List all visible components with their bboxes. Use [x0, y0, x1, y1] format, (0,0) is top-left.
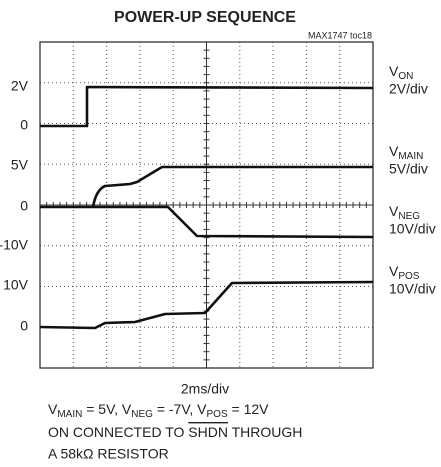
- text-part: THROUGH: [228, 424, 302, 440]
- labels: 2V05V0-10V10V0VON2V/divVMAIN5V/divVNEG10…: [0, 63, 436, 334]
- channel-sub: MAIN: [398, 151, 423, 162]
- note-line-2: A 58kΩ RESISTOR: [48, 446, 169, 462]
- trace-vneg: [40, 205, 374, 239]
- channel-scale: 10V/div: [389, 281, 436, 297]
- level-label: 0: [20, 318, 28, 334]
- channel-letter: V: [389, 203, 399, 219]
- text-part: V: [48, 401, 58, 417]
- grid: [40, 42, 373, 368]
- title: POWER-UP SEQUENCE: [114, 9, 296, 26]
- trace-vmain: [91, 165, 373, 208]
- time-scale: 2ms/div: [181, 381, 229, 397]
- channel-letter: V: [389, 143, 399, 159]
- level-label: 0: [20, 117, 28, 133]
- subscript: NEG: [131, 409, 153, 420]
- channel-letter: V: [389, 263, 399, 279]
- text-part: = 5V, V: [82, 401, 132, 417]
- channel-name: VMAIN: [389, 143, 423, 162]
- subscript: POS: [207, 409, 228, 420]
- note-line-1: ON CONNECTED TO SHDN THROUGH: [48, 424, 302, 440]
- level-label: 2V: [11, 78, 29, 94]
- trace-von: [40, 85, 374, 128]
- overlined: SHDN: [188, 424, 228, 440]
- subscript: MAIN: [57, 409, 82, 420]
- channel-sub: NEG: [398, 211, 420, 222]
- text-part: = -7V, V: [153, 401, 207, 417]
- trace-vpos: [39, 280, 374, 330]
- channel-name: VNEG: [389, 203, 420, 222]
- conditions: VMAIN = 5V, VNEG = -7V, VPOS = 12V: [48, 401, 269, 420]
- level-label: 10V: [3, 277, 29, 293]
- text-part: = 12V: [228, 401, 270, 417]
- level-label: 0: [20, 198, 28, 214]
- screen-border: [39, 41, 374, 369]
- text-part: ON CONNECTED TO: [48, 424, 188, 440]
- traces: [39, 85, 374, 330]
- channel-sub: POS: [398, 271, 419, 282]
- channel-letter: V: [389, 63, 399, 79]
- channel-sub: ON: [398, 71, 413, 82]
- channel-scale: 2V/div: [389, 81, 428, 97]
- figure-id: MAX1747 toc18: [308, 30, 372, 40]
- channel-name: VON: [389, 63, 413, 82]
- channel-name: VPOS: [389, 263, 420, 282]
- level-label: -10V: [0, 237, 29, 253]
- level-label: 5V: [11, 157, 29, 173]
- channel-scale: 10V/div: [389, 221, 436, 237]
- channel-scale: 5V/div: [389, 161, 428, 177]
